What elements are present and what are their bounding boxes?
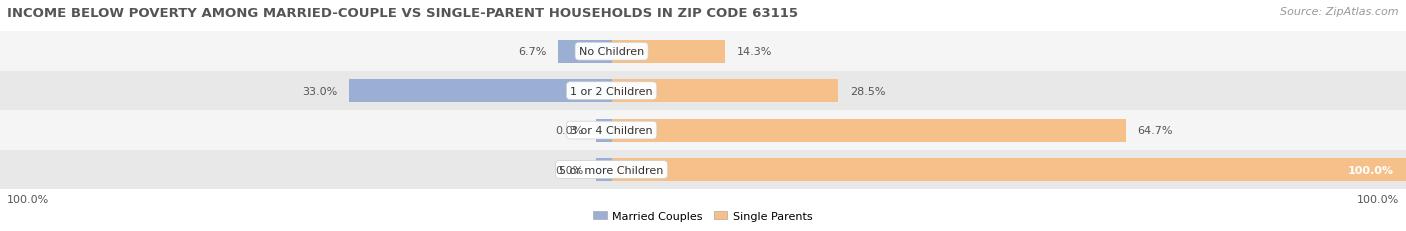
Bar (612, 41, 725, 63)
Text: 64.7%: 64.7% (1137, 125, 1173, 136)
Text: 100.0%: 100.0% (7, 194, 49, 204)
Text: 0.0%: 0.0% (555, 165, 583, 175)
Text: No Children: No Children (579, 47, 644, 57)
Bar (596, 158, 612, 181)
Text: 0.0%: 0.0% (555, 125, 583, 136)
Bar (612, 119, 1126, 142)
Bar (612, 158, 1406, 181)
Bar (0, 32, 1406, 72)
Text: 6.7%: 6.7% (517, 47, 547, 57)
Bar (558, 41, 612, 63)
Text: 28.5%: 28.5% (851, 86, 886, 96)
Bar (596, 119, 612, 142)
Text: 3 or 4 Children: 3 or 4 Children (571, 125, 652, 136)
Legend: Married Couples, Single Parents: Married Couples, Single Parents (589, 207, 817, 225)
Text: 100.0%: 100.0% (1357, 194, 1399, 204)
Bar (0, 72, 1406, 111)
Text: 1 or 2 Children: 1 or 2 Children (571, 86, 652, 96)
Text: 5 or more Children: 5 or more Children (560, 165, 664, 175)
Text: 100.0%: 100.0% (1348, 165, 1395, 175)
Text: Source: ZipAtlas.com: Source: ZipAtlas.com (1281, 7, 1399, 17)
Bar (0, 150, 1406, 189)
Text: 33.0%: 33.0% (302, 86, 337, 96)
Bar (612, 80, 838, 103)
Text: 14.3%: 14.3% (737, 47, 772, 57)
Bar (350, 80, 612, 103)
Bar (0, 111, 1406, 150)
Text: INCOME BELOW POVERTY AMONG MARRIED-COUPLE VS SINGLE-PARENT HOUSEHOLDS IN ZIP COD: INCOME BELOW POVERTY AMONG MARRIED-COUPL… (7, 7, 799, 20)
